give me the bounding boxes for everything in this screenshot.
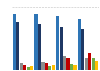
Bar	[23, 65, 26, 70]
Bar	[45, 63, 48, 70]
Bar	[60, 27, 63, 70]
Bar	[20, 63, 23, 70]
Bar	[92, 58, 95, 70]
Bar	[63, 56, 66, 70]
Bar	[73, 65, 76, 70]
Bar	[48, 66, 51, 70]
Bar	[27, 67, 30, 70]
Bar	[81, 29, 84, 70]
Bar	[52, 65, 55, 70]
Bar	[78, 19, 81, 70]
Bar	[85, 58, 88, 70]
Bar	[56, 16, 59, 70]
Bar	[38, 24, 41, 70]
Bar	[88, 53, 91, 70]
Bar	[41, 62, 44, 70]
Bar	[30, 66, 33, 70]
Bar	[66, 58, 70, 70]
Bar	[34, 14, 38, 70]
Bar	[95, 61, 98, 70]
Bar	[13, 14, 16, 70]
Bar	[16, 22, 19, 70]
Bar	[70, 64, 73, 70]
